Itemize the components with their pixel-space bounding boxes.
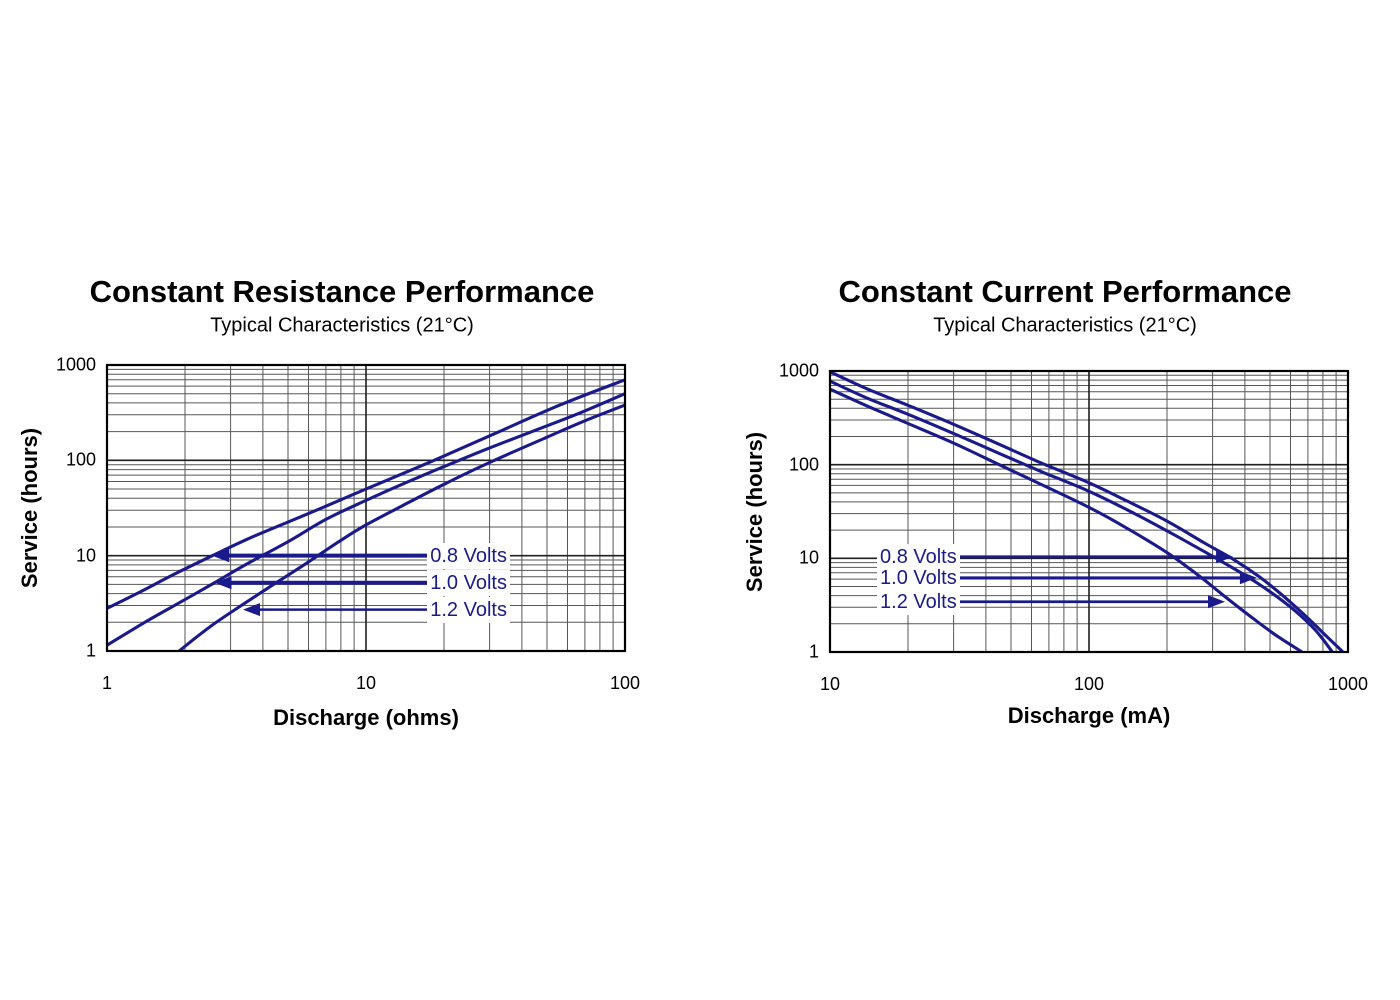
chart-title-left: Constant Resistance Performance — [89, 274, 595, 309]
curve-1.0-volts — [829, 379, 1334, 653]
y-tick-label: 1000 — [55, 354, 96, 375]
y-tick-label: 100 — [65, 449, 96, 470]
annotation-arrow-head — [214, 576, 232, 590]
chart-subtitle-left: Typical Characteristics (21°C) — [210, 314, 474, 337]
y-tick-label: 1 — [808, 641, 819, 662]
curve-1.2-volts — [177, 403, 626, 652]
y-tick-label: 1000 — [778, 360, 819, 381]
annotation-arrow-head — [1216, 550, 1234, 564]
plot-border — [105, 363, 627, 653]
curve-label-1.0-volts: 1.0 Volts — [877, 564, 960, 591]
plot-border — [828, 369, 1350, 654]
annotation-arrow-head — [212, 549, 230, 563]
y-tick-label: 1 — [85, 640, 96, 661]
y-tick-label: 100 — [788, 454, 819, 475]
x-axis-title-right: Discharge (mA) — [1007, 703, 1171, 728]
curve-1.0-volts — [106, 392, 626, 647]
x-axis-title-left: Discharge (ohms) — [273, 705, 459, 730]
curve-label-1.2-volts: 1.2 Volts — [877, 588, 960, 615]
y-axis-title-right: Service (hours) — [742, 431, 767, 592]
x-tick-label: 1000 — [1327, 674, 1369, 694]
curve-0.8-volts — [829, 370, 1344, 653]
curve-0.8-volts — [106, 378, 626, 610]
x-tick-label: 10 — [355, 673, 377, 693]
annotation-arrow-head — [243, 603, 260, 617]
x-tick-label: 100 — [1073, 674, 1105, 694]
curve-label-1.2-volts: 1.2 Volts — [427, 596, 510, 623]
y-tick-label: 10 — [798, 547, 819, 568]
chart-title-right: Constant Current Performance — [838, 274, 1292, 309]
chart-subtitle-right: Typical Characteristics (21°C) — [933, 314, 1197, 337]
x-tick-label: 100 — [609, 673, 641, 693]
y-tick-label: 10 — [75, 545, 96, 566]
curve-label-1.0-volts: 1.0 Volts — [427, 569, 510, 596]
annotation-arrow-head — [1239, 571, 1257, 585]
annotation-arrow-head — [1208, 595, 1225, 609]
y-axis-title-left: Service (hours) — [17, 427, 42, 589]
x-tick-label: 10 — [819, 674, 841, 694]
curve-1.2-volts — [829, 387, 1304, 653]
curve-label-0.8-volts: 0.8 Volts — [427, 542, 510, 569]
x-tick-label: 1 — [101, 673, 113, 693]
